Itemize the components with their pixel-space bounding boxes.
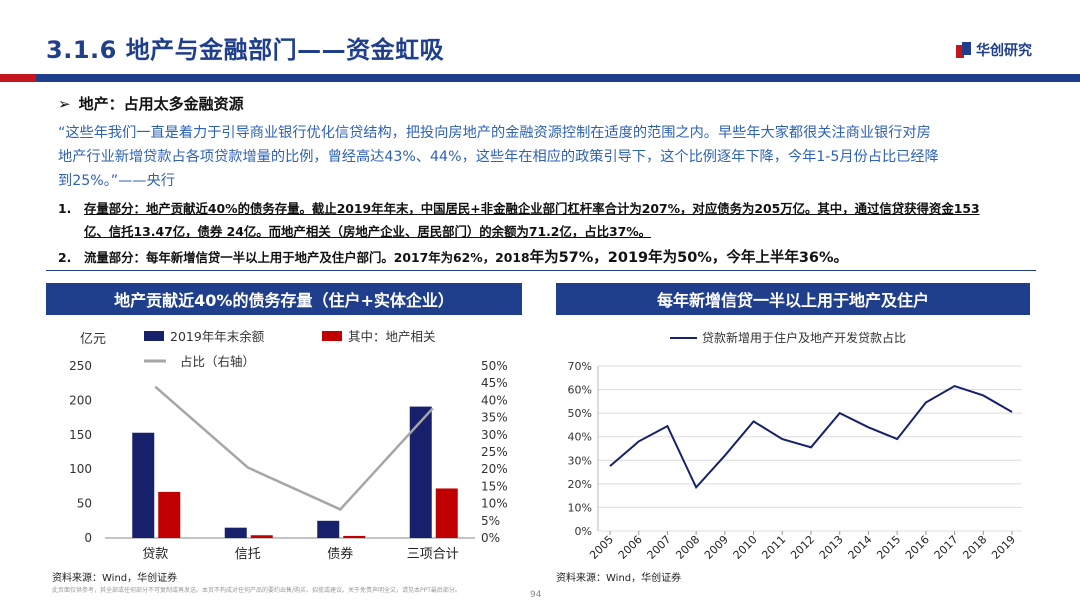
y-tick-label: 10% xyxy=(568,501,592,514)
share-line xyxy=(154,385,434,511)
section-divider xyxy=(46,270,1036,271)
logo-mark-icon xyxy=(956,42,972,58)
x-tick-label: 2013 xyxy=(817,533,846,562)
x-tick-label: 2009 xyxy=(702,533,731,562)
y-tick-label: 50 xyxy=(77,497,92,511)
list-item-text: 流量部分：每年新增信贷一半以上用于地产及住户部门。2017年为62%，2018 xyxy=(84,250,530,265)
y2-tick-label: 10% xyxy=(481,497,508,511)
y-tick-label: 150 xyxy=(69,428,92,442)
header-bar xyxy=(0,74,1080,82)
page-title: 3.1.6 地产与金融部门——资金虹吸 xyxy=(46,36,445,64)
list-item-text: 存量部分：地产贡献近40%的债务存量。截止2019年年末，中国居民+非金融企业部… xyxy=(84,201,980,216)
legend-label: 贷款新增用于住户及地产开发贷款占比 xyxy=(702,330,906,345)
legend-swatch xyxy=(322,331,342,341)
x-tick-label: 2008 xyxy=(673,533,702,562)
y-tick-label: 0 xyxy=(84,531,92,545)
bar-real-estate xyxy=(435,488,458,538)
y2-tick-label: 20% xyxy=(481,462,508,476)
y2-tick-label: 50% xyxy=(481,359,508,373)
x-tick-label: 2012 xyxy=(788,533,817,562)
y-tick-label: 70% xyxy=(568,360,592,373)
y2-tick-label: 15% xyxy=(481,479,508,493)
y-tick-label: 100 xyxy=(69,462,92,476)
arrow-bullet-icon: ➢ xyxy=(58,95,71,113)
quote-line: 地产行业新增贷款占各项贷款增量的比例，曾经高达43%、44%，这些年在相应的政策… xyxy=(58,149,939,165)
x-tick-label: 2006 xyxy=(616,533,645,562)
x-category-label: 三项合计 xyxy=(407,547,459,562)
bar-balance xyxy=(132,432,155,538)
y-tick-label: 50% xyxy=(568,407,592,420)
x-tick-label: 2007 xyxy=(645,533,674,562)
y2-tick-label: 35% xyxy=(481,411,508,425)
legend-swatch xyxy=(144,331,164,341)
list-item-flow: 2. 流量部分：每年新增信贷一半以上用于地产及住户部门。2017年为62%，201… xyxy=(58,246,848,270)
bar-real-estate xyxy=(158,491,181,538)
y-tick-label: 30% xyxy=(568,454,592,467)
x-category-label: 贷款 xyxy=(142,547,168,562)
subhead-text: 地产：占用太多金融资源 xyxy=(78,95,244,113)
disclaimer-text: 此页面仅供参考，其全部或任何部分不可复制或再发送。本页不构成对任何产品的要约出售… xyxy=(52,587,461,594)
y-tick-label: 0% xyxy=(575,525,592,538)
y-tick-label: 20% xyxy=(568,478,592,491)
bar-real-estate xyxy=(343,535,366,538)
bar-real-estate xyxy=(250,535,273,538)
logo-text: 华创研究 xyxy=(976,43,1032,59)
list-item-stock: 1. 存量部分：地产贡献近40%的债务存量。截止2019年年末，中国居民+非金融企… xyxy=(58,197,980,243)
x-tick-label: 2014 xyxy=(846,533,875,562)
brand-logo: 华创研究 xyxy=(956,40,1032,60)
y2-tick-label: 40% xyxy=(481,393,508,407)
section-subhead: ➢ 地产：占用太多金融资源 xyxy=(58,93,244,114)
y2-tick-label: 45% xyxy=(481,376,508,390)
y2-tick-label: 30% xyxy=(481,428,508,442)
y-axis-unit-label: 亿元 xyxy=(80,332,106,347)
legend-label: 其中：地产相关 xyxy=(348,329,436,344)
central-bank-quote: “这些年我们一直是着力于引导商业银行优化信贷结构，把投向房地产的金融资源控制在适… xyxy=(58,121,1048,193)
quote-line: “这些年我们一直是着力于引导商业银行优化信贷结构，把投向房地产的金融资源控制在适… xyxy=(58,125,931,141)
x-tick-label: 2018 xyxy=(960,533,989,562)
x-tick-label: 2019 xyxy=(989,533,1018,562)
x-tick-label: 2015 xyxy=(874,533,903,562)
x-tick-label: 2010 xyxy=(731,533,760,562)
legend-label: 占比（右轴） xyxy=(180,354,255,369)
share-trend-line xyxy=(609,384,1013,490)
x-tick-label: 2017 xyxy=(932,533,961,562)
list-number: 1. xyxy=(58,201,72,216)
list-item-text: 亿、信托13.47亿，债券 24亿。而地产相关（房地产企业、居民部门）的余额为7… xyxy=(84,224,652,239)
y2-tick-label: 5% xyxy=(481,514,500,528)
x-category-label: 债券 xyxy=(327,546,353,562)
y2-tick-label: 0% xyxy=(481,531,500,545)
header-bar-accent xyxy=(0,74,36,82)
left-chart-source: 资料来源：Wind，华创证券 xyxy=(52,573,178,584)
y-tick-label: 250 xyxy=(69,359,92,373)
y2-tick-label: 25% xyxy=(481,445,508,459)
right-chart-source: 资料来源：Wind，华创证券 xyxy=(556,573,682,584)
legend-label: 2019年年末余额 xyxy=(170,329,265,344)
y-tick-label: 60% xyxy=(568,384,592,397)
x-tick-label: 2011 xyxy=(759,533,788,562)
bar-balance xyxy=(317,520,340,538)
page-number: 94 xyxy=(530,590,542,600)
left-chart-title: 地产贡献近40%的债务存量（住户+实体企业） xyxy=(46,283,522,315)
right-chart-title: 每年新增信贷一半以上用于地产及住户 xyxy=(556,283,1030,315)
list-item-text-emphasis: 年为57%，2019年为50%，今年上半年36%。 xyxy=(529,250,849,266)
list-number: 2. xyxy=(58,250,72,265)
quote-line: 到25%。”——央行 xyxy=(58,173,175,189)
x-tick-label: 2016 xyxy=(903,533,932,562)
bar-balance xyxy=(409,406,432,538)
y-tick-label: 40% xyxy=(568,431,592,444)
y-tick-label: 200 xyxy=(69,393,92,407)
x-category-label: 信托 xyxy=(235,547,261,562)
bar-balance xyxy=(224,527,247,538)
